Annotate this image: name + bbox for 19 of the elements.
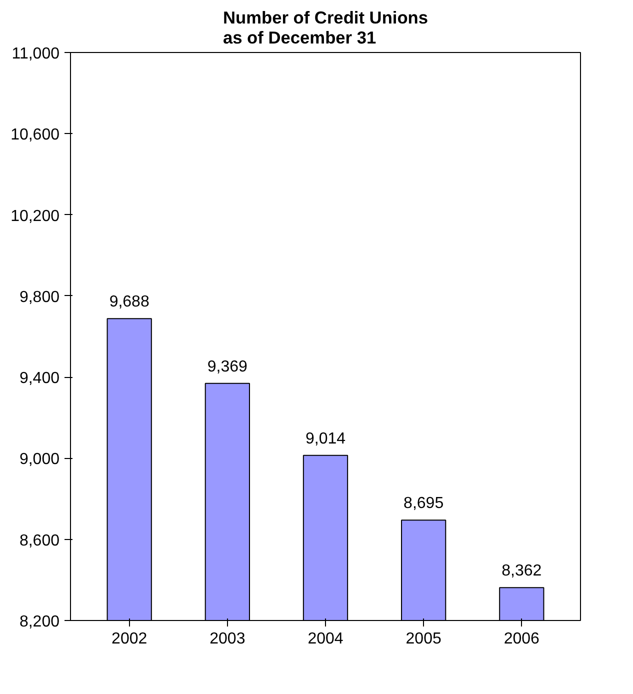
y-tick-label: 10,200	[10, 208, 60, 225]
y-tick-label: 8,600	[19, 532, 60, 550]
y-tick-label: 11,000	[12, 46, 60, 62]
chart-title: Number of Credit Unions as of December 31	[222, 8, 428, 48]
data-label: 9,688	[109, 294, 150, 311]
x-tick-label: 2005	[406, 630, 442, 648]
y-tick-label: 9,000	[19, 451, 60, 468]
data-label: 9,369	[207, 358, 248, 376]
y-tick-label: 9,800	[19, 288, 60, 306]
data-label: 8,362	[502, 562, 542, 580]
y-tick-label: 8,200	[19, 614, 60, 630]
y-tick-label: 9,400	[19, 370, 60, 388]
x-tick-label: 2003	[210, 630, 246, 648]
data-label: 9,014	[305, 430, 346, 448]
y-tick-label: 10,600	[10, 126, 60, 144]
data-label: 8,695	[404, 495, 444, 512]
x-tick-label: 2006	[504, 630, 540, 648]
x-tick-label: 2002	[112, 630, 148, 648]
x-tick-label: 2004	[308, 630, 344, 648]
